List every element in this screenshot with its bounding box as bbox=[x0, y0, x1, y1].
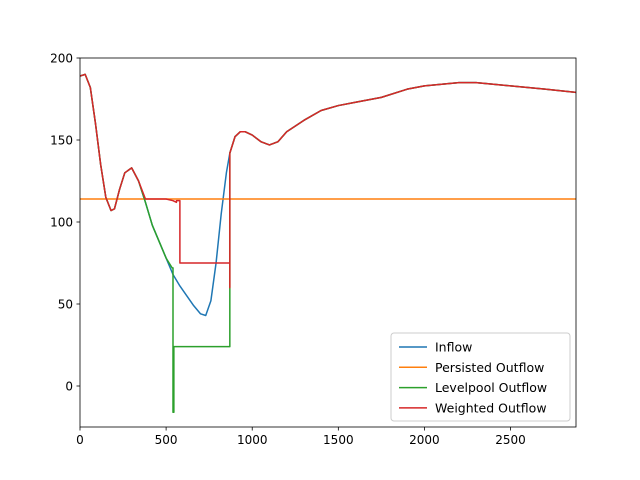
y-tick-label: 0 bbox=[65, 379, 73, 393]
x-tick-label: 1500 bbox=[323, 433, 354, 447]
x-tick-label: 0 bbox=[76, 433, 84, 447]
series-layer bbox=[80, 73, 576, 413]
series-line-3 bbox=[80, 73, 576, 289]
x-tick-label: 2000 bbox=[409, 433, 440, 447]
y-tick-label: 200 bbox=[50, 51, 73, 65]
legend-label-0: Inflow bbox=[435, 340, 472, 355]
x-tick-label: 1000 bbox=[237, 433, 268, 447]
legend-box bbox=[390, 332, 571, 422]
y-tick-label: 150 bbox=[50, 133, 73, 147]
x-tick-label: 2500 bbox=[495, 433, 526, 447]
y-tick-label: 50 bbox=[58, 297, 73, 311]
y-tick-label: 100 bbox=[50, 215, 73, 229]
plot-frame bbox=[79, 57, 577, 428]
legend-label-2: Levelpool Outflow bbox=[435, 380, 547, 395]
legend-label-3: Weighted Outflow bbox=[435, 400, 547, 415]
legend: Inflow Persisted Outflow Levelpool Outfl… bbox=[390, 332, 571, 422]
legend-label-1: Persisted Outflow bbox=[435, 360, 544, 375]
series-line-0 bbox=[80, 73, 576, 317]
axes: 0 500 1000 1500 2000 2500 0 50 100 150 200 bbox=[50, 51, 577, 447]
x-tick-label: 500 bbox=[155, 433, 178, 447]
